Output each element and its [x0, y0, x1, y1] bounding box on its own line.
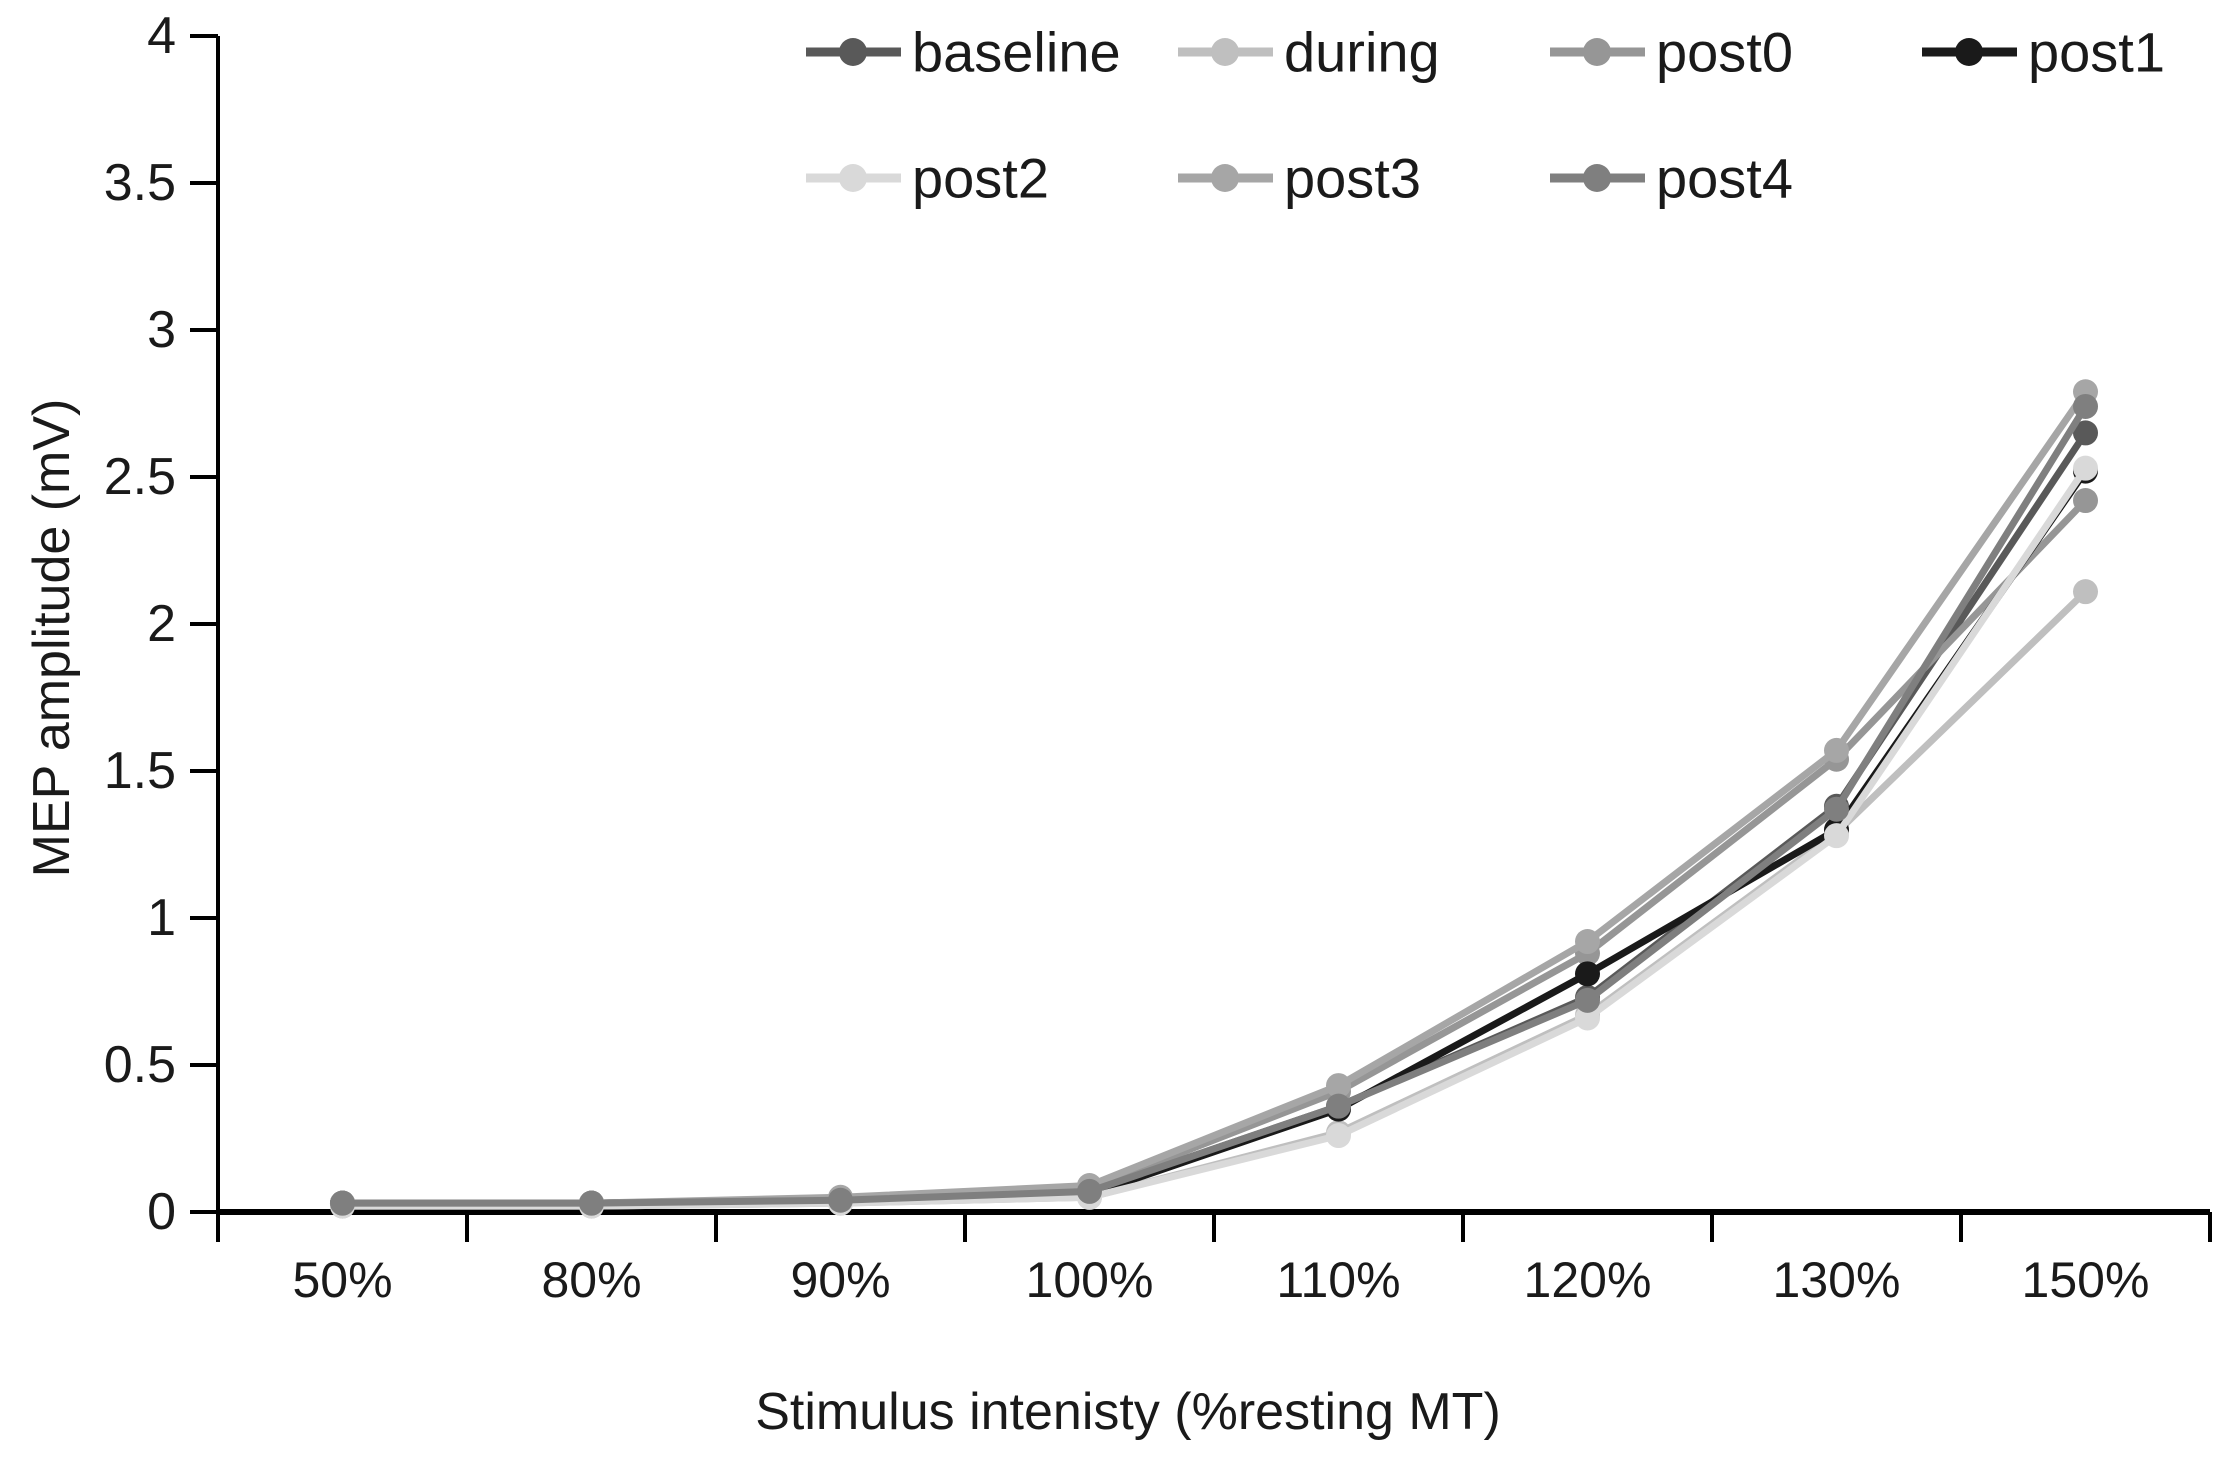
- series-marker-post4: [2073, 393, 2098, 419]
- legend-label-post2: post2: [912, 147, 1049, 210]
- x-tick-label: 100%: [1026, 1252, 1154, 1308]
- series-marker-post3: [1824, 737, 1849, 763]
- series-marker-post2: [1575, 1005, 1600, 1031]
- y-tick-label: 2.5: [104, 448, 176, 506]
- y-tick-label: 0: [147, 1183, 176, 1241]
- x-tick-label: 110%: [1276, 1252, 1400, 1308]
- legend-label-post4: post4: [1656, 147, 1793, 210]
- legend-label-post0: post0: [1656, 21, 1793, 84]
- series-marker-post4: [828, 1187, 853, 1213]
- legend-swatch-marker-post4: [1583, 164, 1611, 192]
- series-line-post1: [342, 469, 2089, 1207]
- series-marker-post2: [1326, 1123, 1351, 1149]
- series-marker-post3: [1326, 1073, 1351, 1099]
- series-marker-post1: [1575, 961, 1600, 987]
- series-marker-post4: [1326, 1093, 1351, 1119]
- y-tick-label: 1.5: [104, 742, 176, 800]
- y-tick-label: 4: [147, 7, 176, 65]
- x-tick-label: 130%: [1773, 1252, 1901, 1308]
- legend-swatch-marker-post2: [839, 164, 867, 192]
- y-tick-label: 3.5: [104, 154, 176, 212]
- x-tick-label: 80%: [541, 1252, 641, 1308]
- series-line-post3: [342, 389, 2089, 1207]
- y-tick-label: 1: [147, 889, 176, 947]
- series-marker-post4: [1824, 796, 1849, 822]
- y-tick-label: 3: [147, 301, 176, 359]
- x-axis-title: Stimulus intenisty (%resting MT): [755, 1383, 1501, 1441]
- series-marker-during: [2073, 579, 2098, 605]
- legend-label-post1: post1: [2028, 21, 2165, 84]
- y-tick-label: 2: [147, 595, 176, 653]
- series-line-post0: [342, 498, 2089, 1207]
- series-marker-post2: [2073, 455, 2098, 481]
- series-line-post4: [342, 404, 2089, 1207]
- x-tick-label: 90%: [790, 1252, 890, 1308]
- x-tick-label: 120%: [1524, 1252, 1652, 1308]
- legend-swatch-marker-baseline: [839, 38, 867, 66]
- y-tick-label: 0.5: [104, 1036, 176, 1094]
- series-marker-post0: [2073, 488, 2098, 514]
- legend-label-during: during: [1284, 21, 1440, 84]
- legend-swatch-marker-post3: [1211, 164, 1239, 192]
- series-line-during: [342, 589, 2088, 1210]
- series-marker-post2: [1824, 823, 1849, 849]
- series-marker-post4: [330, 1190, 355, 1216]
- x-tick-label: 150%: [2022, 1252, 2150, 1308]
- legend-label-post3: post3: [1284, 147, 1421, 210]
- legend-swatch-marker-post0: [1583, 38, 1611, 66]
- series-marker-post4: [1575, 987, 1600, 1013]
- legend-label-baseline: baseline: [912, 21, 1121, 84]
- x-tick-label: 50%: [292, 1252, 392, 1308]
- series-marker-post3: [1575, 929, 1600, 955]
- y-axis-title: MEP amplitude (mV): [23, 398, 81, 878]
- legend-swatch-marker-post1: [1955, 38, 1983, 66]
- legend-swatch-marker-during: [1211, 38, 1239, 66]
- series-marker-post4: [1077, 1178, 1102, 1204]
- series-marker-baseline: [2073, 420, 2098, 446]
- series-marker-post4: [579, 1190, 604, 1216]
